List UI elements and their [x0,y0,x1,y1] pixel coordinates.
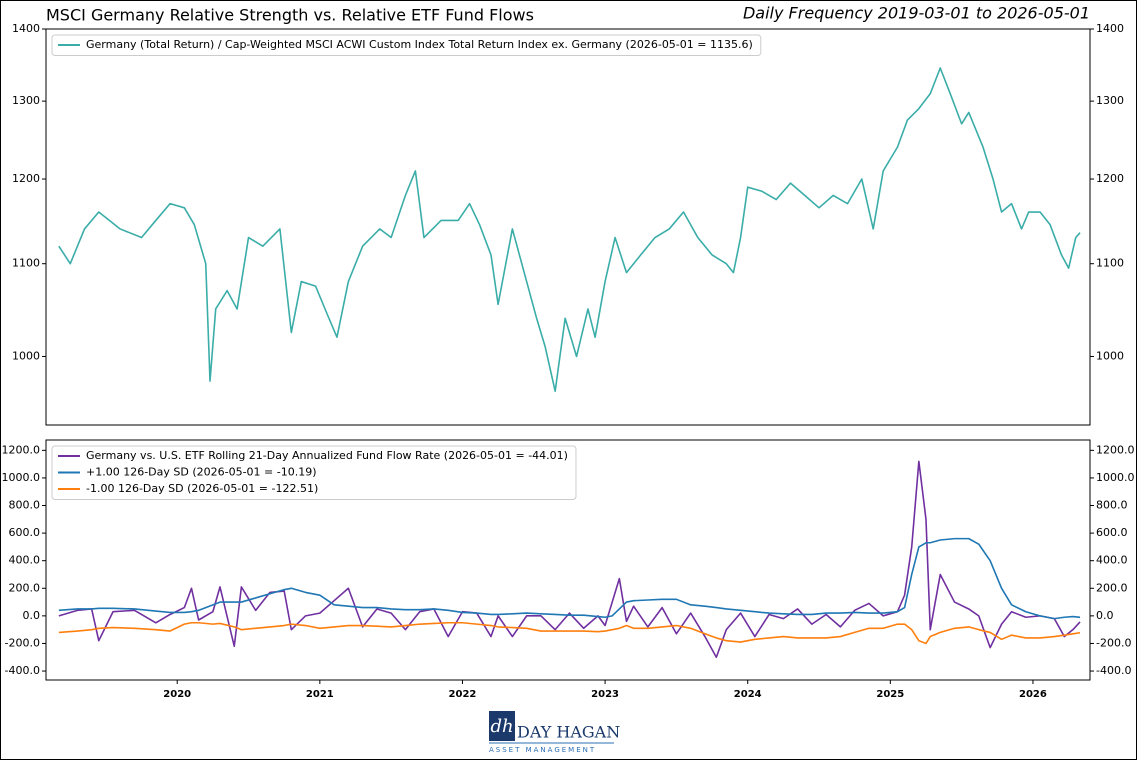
legend: Germany (Total Return) / Cap-Weighted MS… [51,34,762,56]
y-tick-label: 1000 [12,349,40,362]
x-tick-label: 2022 [449,689,477,700]
plot-frame [45,28,1091,426]
legend-label: Germany vs. U.S. ETF Rolling 21-Day Annu… [86,449,568,462]
y-tick-label-right: 200.0 [1096,581,1128,594]
y-tick-label: 0.0 [23,609,41,622]
x-tick-label: 2026 [1019,689,1047,700]
logo-text: DAY HAGAN [517,723,620,742]
x-tick-label: 2021 [306,689,334,700]
y-tick-label: 800.0 [9,499,41,512]
x-tick-label: 2020 [163,689,191,700]
y-tick-label-right: 1200.0 [1096,443,1135,456]
series-line [58,621,1081,645]
legend-box [51,445,577,500]
legend-label: +1.00 126-Day SD (2026-05-01 = -10.19) [86,466,317,479]
y-tick-label: 200.0 [9,581,41,594]
logo-icon [489,711,515,741]
x-tick-label: 2023 [591,689,619,700]
y-tick-label: 1300 [12,94,40,107]
plot-frame [45,439,1091,681]
y-tick-label-right: 400.0 [1096,554,1128,567]
logo: dh DAY HAGAN ASSET MANAGEMENT [489,711,620,754]
y-tick-label: -400.0 [5,664,40,677]
y-tick-label-right: 1200 [1096,172,1124,185]
y-tick-label-right: 1400 [1096,22,1124,35]
y-tick-label-right: 1000 [1096,349,1124,362]
legend: Germany vs. U.S. ETF Rolling 21-Day Annu… [51,445,577,500]
y-tick-label-right: 800.0 [1096,499,1128,512]
logo-tagline: ASSET MANAGEMENT [489,746,596,754]
y-tick-label: 1100 [12,257,40,270]
y-tick-label-right: 1300 [1096,94,1124,107]
x-tick-label: 2025 [876,689,904,700]
y-tick-label: 1400 [12,22,40,35]
y-tick-label: 400.0 [9,554,41,567]
y-tick-label: -200.0 [5,636,40,649]
chart-subtitle: Daily Frequency 2019-03-01 to 2026-05-01 [743,4,1090,23]
y-tick-label-right: -200.0 [1096,636,1131,649]
y-tick-label: 1200 [12,172,40,185]
x-tick-label: 2024 [734,689,762,700]
y-tick-label-right: 600.0 [1096,526,1128,539]
y-tick-label-right: 1100 [1096,257,1124,270]
y-tick-label-right: 0.0 [1096,609,1114,622]
y-tick-label-right: 1000.0 [1096,471,1135,484]
y-tick-label-right: -400.0 [1096,664,1131,677]
series-line [58,537,1081,620]
legend-box [51,34,762,56]
y-tick-label: 1200.0 [2,443,41,456]
y-tick-label: 600.0 [9,526,41,539]
legend-label: -1.00 126-Day SD (2026-05-01 = -122.51) [86,482,318,495]
series-line [58,460,1081,659]
chart-title: MSCI Germany Relative Strength vs. Relat… [46,6,534,25]
legend-label: Germany (Total Return) / Cap-Weighted MS… [86,38,753,51]
y-tick-label: 1000.0 [2,471,41,484]
series-line [58,67,1081,392]
logo-mark: dh [490,716,513,737]
